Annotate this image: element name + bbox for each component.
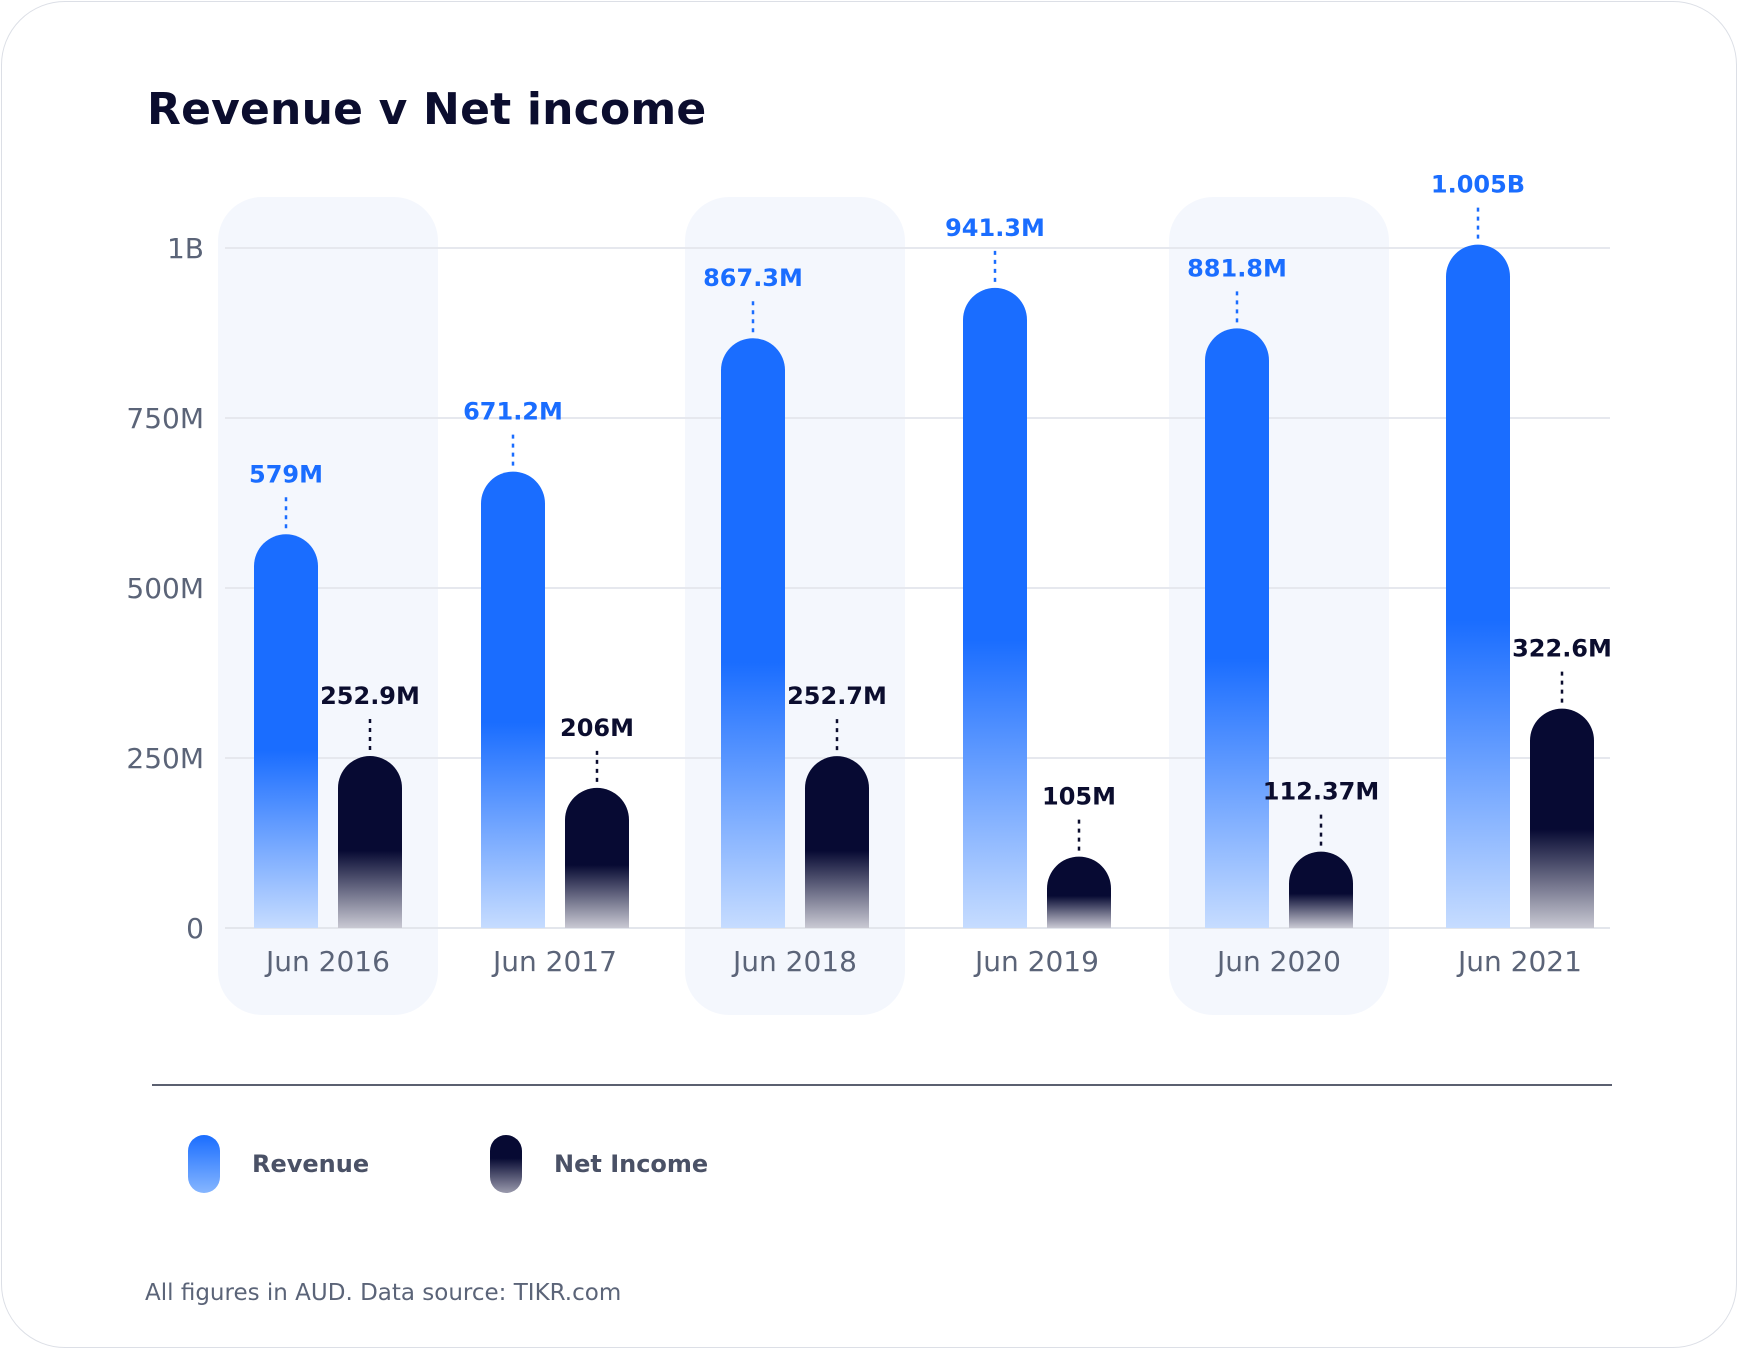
bar-revenue (963, 287, 1027, 928)
bar-net-income (338, 756, 402, 928)
legend-item-revenue: Revenue (188, 1134, 369, 1194)
bar-net-income (1530, 708, 1594, 928)
value-label-net-income: 105M (1042, 783, 1116, 811)
value-label-net-income: 252.7M (787, 682, 887, 710)
bar-chart: 0 250M 500M 750M 1B Jun 2016 Jun 2017 Jun 2018… (126, 171, 1612, 1015)
y-tick-label: 0 (186, 912, 204, 945)
bar-revenue (1446, 244, 1510, 929)
value-label-revenue: 671.2M (463, 398, 563, 426)
value-label-net-income: 206M (560, 714, 634, 742)
bar-net-income (1289, 851, 1353, 928)
category-band (218, 197, 438, 1015)
x-tick-label: Jun 2019 (973, 945, 1099, 978)
value-label-revenue: 1.005B (1431, 171, 1525, 199)
value-label-revenue: 867.3M (703, 264, 803, 292)
legend-item-net-income: Net Income (490, 1134, 708, 1194)
x-tick-label: Jun 2016 (264, 945, 390, 978)
bars (254, 244, 1594, 929)
value-label-net-income: 112.37M (1263, 778, 1380, 806)
bar-revenue (481, 471, 545, 928)
value-label-revenue: 881.8M (1187, 254, 1287, 282)
legend-swatch-revenue (188, 1135, 220, 1193)
value-labels: Jun 2016 Jun 2017 Jun 2018 Jun 2019 Jun 2020… (249, 171, 1612, 978)
category-band (1169, 197, 1389, 1015)
x-tick-label: Jun 2020 (1215, 945, 1341, 978)
bar-net-income (565, 787, 629, 928)
x-tick-label: Jun 2018 (731, 945, 857, 978)
bar-revenue (254, 534, 318, 928)
legend-label-revenue: Revenue (252, 1150, 370, 1178)
legend-divider (152, 1084, 1612, 1086)
y-tick-label: 1B (167, 232, 204, 265)
value-label-net-income: 252.9M (320, 682, 420, 710)
value-label-net-income: 322.6M (1512, 635, 1612, 663)
y-tick-label: 500M (126, 572, 204, 605)
x-tick-label: Jun 2017 (491, 945, 617, 978)
bar-net-income (805, 756, 869, 928)
legend-swatch-net-income (490, 1135, 522, 1193)
value-label-revenue: 579M (249, 460, 323, 488)
y-tick-label: 750M (126, 402, 204, 435)
legend-label-net-income: Net Income (554, 1150, 709, 1178)
footnote: All figures in AUD. Data source: TIKR.co… (145, 1280, 622, 1306)
bar-revenue (721, 338, 785, 929)
x-tick-label: Jun 2021 (1456, 945, 1582, 978)
category-band (685, 197, 905, 1015)
gridlines: 0 250M 500M 750M 1B (126, 232, 1610, 945)
bar-net-income (1047, 856, 1111, 928)
chart-title: Revenue v Net income (147, 84, 707, 135)
value-label-revenue: 941.3M (945, 214, 1045, 242)
y-tick-label: 250M (126, 742, 204, 775)
bar-revenue (1205, 328, 1269, 929)
